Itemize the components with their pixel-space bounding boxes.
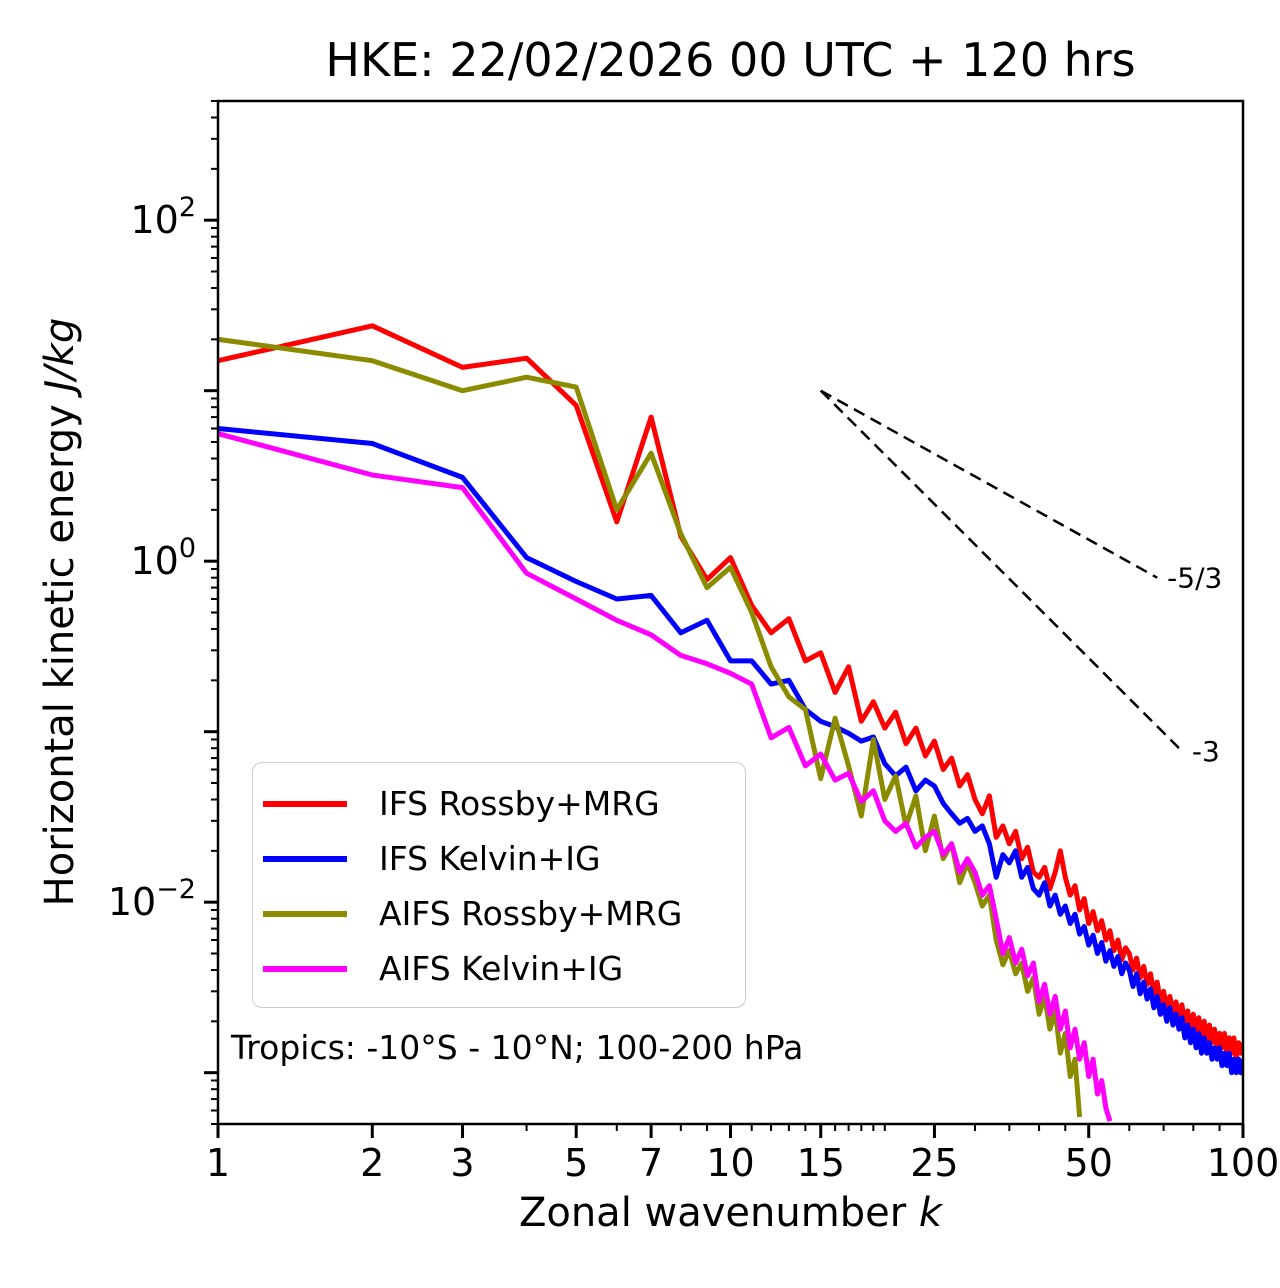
data-series xyxy=(218,323,1243,1122)
slope-label-53: -5/3 xyxy=(1167,562,1222,595)
legend-box: IFS Rossby+MRG IFS Kelvin+IG AIFS Rossby+M… xyxy=(252,762,746,1008)
plot-title: HKE: 22/02/2026 00 UTC + 120 hrs xyxy=(325,33,1136,87)
y-tick-label: 102 xyxy=(130,192,196,242)
x-tick-label: 25 xyxy=(910,1141,958,1185)
legend-label-aifs-kelvin-ig: AIFS Kelvin+IG xyxy=(379,949,624,988)
region-annotation: Tropics: -10°S - 10°N; 100-200 hPa xyxy=(231,1028,804,1067)
y-axis-label: Horizontal kinetic energy J/kg xyxy=(37,318,83,907)
x-tick-label: 10 xyxy=(706,1141,754,1185)
series-line-aifs-kelvin-ig xyxy=(218,431,1113,1122)
x-tick-label: 50 xyxy=(1065,1141,1113,1185)
x-tick-label: 1 xyxy=(206,1141,230,1185)
x-tick-label: 7 xyxy=(639,1141,663,1185)
legend-item-ifs-rossby-mrg: IFS Rossby+MRG xyxy=(253,776,745,831)
x-axis-label-text: Zonal wavenumber xyxy=(518,1190,919,1236)
legend-item-aifs-rossby-mrg: AIFS Rossby+MRG xyxy=(253,886,745,941)
x-axis-ticks: 1 2 3 5 7 10 15 25 50 100 xyxy=(206,1124,1279,1185)
x-tick-label: 100 xyxy=(1207,1141,1280,1185)
x-axis-label-symbol: k xyxy=(918,1190,943,1236)
slope-line-53 xyxy=(820,389,1158,579)
legend-swatch-ifs-rossby-mrg xyxy=(263,800,347,807)
series-line-ifs-rossby-mrg xyxy=(218,323,1243,1062)
reference-slope-lines: -5/3 -3 xyxy=(819,389,1222,768)
y-axis-ticks: 10−2 100 102 xyxy=(108,100,218,1125)
series-line-ifs-kelvin-ig xyxy=(218,426,1243,1076)
legend-item-ifs-kelvin-ig: IFS Kelvin+IG xyxy=(253,831,745,886)
y-tick-label: 100 xyxy=(130,533,196,583)
y-axis-label-text: Horizontal kinetic energy xyxy=(37,391,83,907)
legend-swatch-aifs-rossby-mrg xyxy=(263,910,347,917)
x-tick-label: 5 xyxy=(564,1141,588,1185)
legend-item-aifs-kelvin-ig: AIFS Kelvin+IG xyxy=(253,941,745,996)
legend-label-aifs-rossby-mrg: AIFS Rossby+MRG xyxy=(379,894,683,933)
x-tick-label: 2 xyxy=(360,1141,384,1185)
y-axis-label-units: J/kg xyxy=(37,317,83,392)
x-tick-label: 15 xyxy=(797,1141,845,1185)
legend-swatch-ifs-kelvin-ig xyxy=(263,855,347,862)
legend-swatch-aifs-kelvin-ig xyxy=(263,965,347,972)
legend-label-ifs-kelvin-ig: IFS Kelvin+IG xyxy=(379,839,601,878)
slope-label-3: -3 xyxy=(1192,735,1220,768)
x-tick-label: 3 xyxy=(450,1141,474,1185)
x-axis-label: Zonal wavenumber k xyxy=(218,1190,1243,1236)
slope-line-3 xyxy=(819,389,1183,752)
y-tick-label: 10−2 xyxy=(108,874,196,924)
legend-label-ifs-rossby-mrg: IFS Rossby+MRG xyxy=(379,784,660,823)
